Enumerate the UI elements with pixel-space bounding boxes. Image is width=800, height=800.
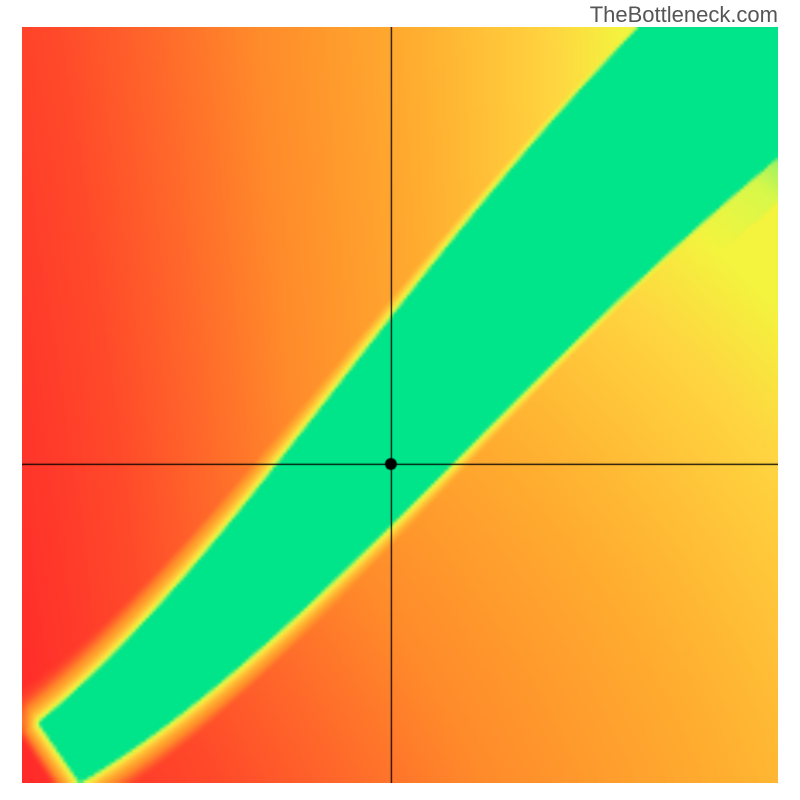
watermark-label: TheBottleneck.com [590,2,778,28]
chart-container: TheBottleneck.com [0,0,800,800]
bottleneck-heatmap [22,27,778,783]
